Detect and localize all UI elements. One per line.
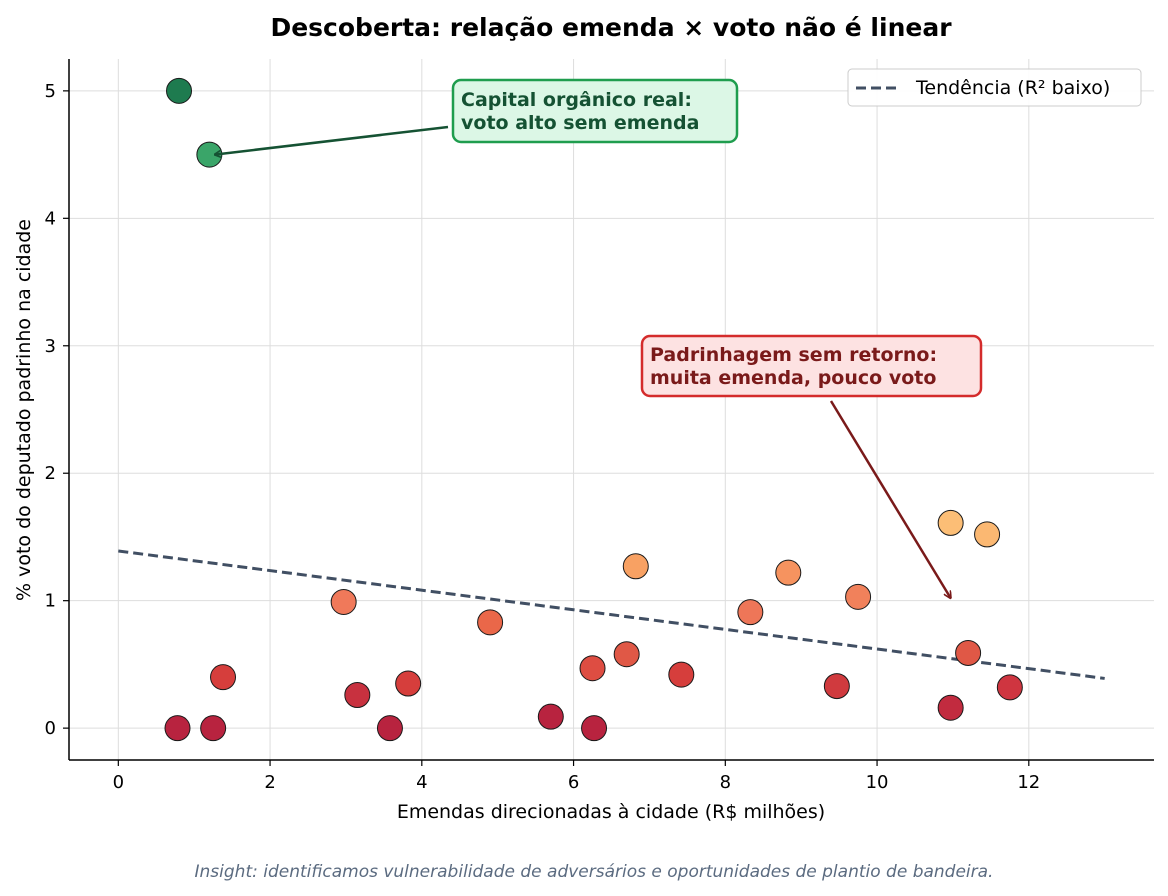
data-point [937,694,964,721]
annotation-line: Capital orgânico real: [461,89,692,111]
y-tick-label: 5 [45,81,56,102]
data-point [166,77,193,104]
footnote: Insight: identificamos vulnerabilidade d… [195,862,994,882]
x-tick-label: 2 [264,772,275,793]
x-tick-label: 6 [568,772,579,793]
data-point [937,509,964,536]
data-point [330,588,357,615]
data-point [200,715,227,742]
data-point [955,639,982,666]
legend: Tendência (R² baixo) [847,68,1142,107]
annotation-box [451,78,739,144]
data-point [775,559,802,586]
trend-line [118,549,1105,680]
data-point [581,715,608,742]
annotation-arrow [215,125,449,155]
data-point [613,641,640,668]
x-tick-label: 4 [416,772,427,793]
data-point [579,655,606,682]
data-point [537,703,564,730]
x-tick-label: 10 [866,772,889,793]
legend-trend-label: Tendência (R² baixo) [915,77,1110,99]
data-point [376,715,403,742]
annotation-line: Padrinhagem sem retorno: [650,344,937,366]
data-point [996,674,1023,701]
annotation-line: voto alto sem emenda [461,112,699,134]
annotation-line: muita emenda, pouco voto [650,367,936,389]
data-point [823,673,850,700]
y-tick-label: 1 [45,591,56,612]
y-tick-label: 0 [45,718,56,739]
axes [68,59,1154,761]
data-point [974,521,1001,548]
grid [69,59,1154,760]
data-point [845,583,872,610]
y-tick-label: 4 [45,208,56,229]
data-point [395,670,422,697]
data-point [164,715,191,742]
points-layer [164,77,1023,742]
y-axis-label: % voto do deputado padrinho na cidade [13,219,35,601]
data-point [210,664,237,691]
data-point [622,553,649,580]
annotation-arrow [829,400,951,598]
data-point [737,599,764,626]
y-tick-label: 2 [45,463,56,484]
data-point [477,609,504,636]
y-tick-label: 3 [45,336,56,357]
annotation-box [640,334,983,398]
x-tick-label: 8 [720,772,731,793]
annotations: Capital orgânico real:voto alto sem emen… [215,78,983,598]
x-tick-label: 12 [1017,772,1040,793]
data-point [344,681,371,708]
data-point [668,661,695,688]
x-tick-label: 0 [113,772,124,793]
x-axis-label: Emendas direcionadas à cidade (R$ milhõe… [397,801,825,823]
trend-layer [118,549,1105,680]
chart-title: Descoberta: relação emenda × voto não é … [270,13,952,42]
legend-frame [847,68,1142,107]
